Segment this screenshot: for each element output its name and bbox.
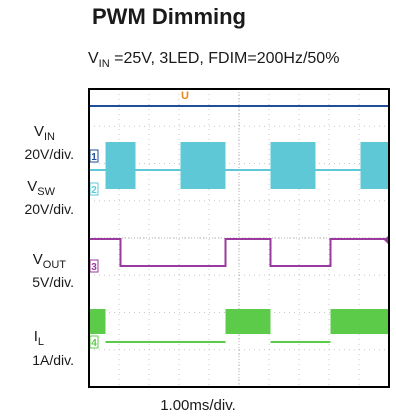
scope-traces <box>89 105 389 343</box>
label-vout-sub: OUT <box>42 259 66 271</box>
label-il-sub: L <box>37 336 44 348</box>
label-il: IL <box>34 328 44 351</box>
vout-level-arrow <box>384 236 388 244</box>
trace-il-ripple <box>225 309 271 334</box>
label-il-name: I <box>33 328 38 345</box>
trace-vsw-switching <box>105 142 136 189</box>
trigger-marker: U <box>181 90 189 102</box>
chart-title: PWM Dimming <box>92 4 246 29</box>
label-vsw: VSW <box>27 178 55 201</box>
oscilloscope-screen: 1 2 3 4 U <box>88 88 390 388</box>
x-scale-label: 1.00ms/div. <box>160 397 236 414</box>
chart-subtitle: VIN =25V, 3LED, FDIM=200Hz/50% <box>88 50 339 70</box>
label-vin-scale: 20V/div. <box>24 146 74 162</box>
label-vsw-scale: 20V/div. <box>24 201 74 217</box>
trace-vsw-switching <box>360 142 389 189</box>
trace-il-ripple <box>89 309 106 334</box>
channel-4-marker-label: 4 <box>91 338 97 349</box>
label-vin-name: V <box>33 123 44 140</box>
label-vin: VIN <box>34 123 55 146</box>
channel-3-marker-label: 3 <box>91 262 97 273</box>
subtitle-rest: =25V, 3LED, FDIM=200Hz/50% <box>109 50 340 67</box>
label-vout-name: V <box>32 251 43 268</box>
trace-vsw-switching <box>270 142 316 189</box>
channel-2-marker-label: 2 <box>91 185 97 196</box>
trace-vout <box>89 238 389 267</box>
scope-markers: 1 2 3 4 U <box>89 90 388 349</box>
label-vin-sub: IN <box>44 131 55 143</box>
label-il-scale: 1A/div. <box>32 352 74 368</box>
label-vsw-sub: SW <box>37 186 55 198</box>
label-vout: VOUT <box>33 251 66 274</box>
scope-frame <box>88 88 390 388</box>
subtitle-sub: IN <box>98 58 110 71</box>
channel-1-marker-label: 1 <box>91 152 97 163</box>
label-vsw-name: V <box>27 178 38 195</box>
trace-il-ripple <box>330 309 389 334</box>
trace-vsw-switching <box>180 142 226 189</box>
subtitle-v: V <box>88 50 99 67</box>
label-vout-scale: 5V/div. <box>32 274 74 290</box>
